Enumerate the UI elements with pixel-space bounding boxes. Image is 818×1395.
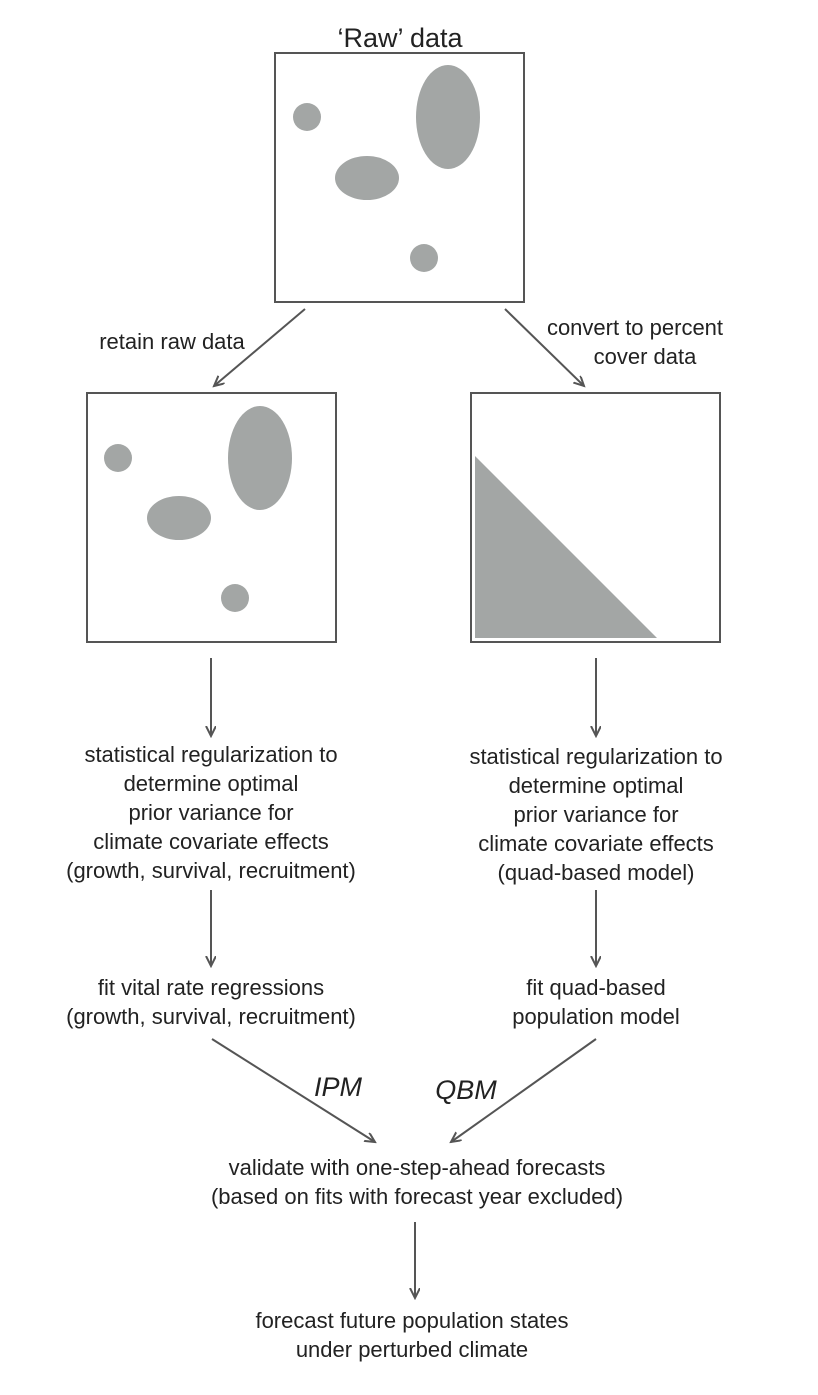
ipm-label: IPM [313, 1072, 362, 1102]
percent-cover-panel [470, 392, 721, 643]
arrow-ipm [211, 1038, 375, 1142]
raw-data-panel [274, 52, 525, 303]
convert-percent-cover-label: convert to percent cover data [520, 313, 750, 371]
raw-plant-small-2 [410, 244, 438, 272]
right-reg-line-2: determine optimal [508, 773, 684, 798]
right-fit-text: fit quad-based population model [421, 973, 771, 1031]
left-fit-line-1: fit vital rate regressions [97, 975, 325, 1000]
convert-label-line-2: cover data [593, 344, 697, 369]
right-regularization-text: statistical regularization to determine … [421, 742, 771, 887]
raw-plant-medium [335, 156, 399, 200]
left-reg-line-3: prior variance for [128, 800, 294, 825]
forecast-text: forecast future population states under … [187, 1306, 637, 1364]
forecast-line-1: forecast future population states [255, 1308, 569, 1333]
right-fit-line-2: population model [512, 1004, 680, 1029]
right-reg-line-5: (quad-based model) [497, 860, 695, 885]
retained-raw-panel [86, 392, 337, 643]
retained-plant-small-2 [221, 584, 249, 612]
validate-line-2: (based on fits with forecast year exclud… [210, 1184, 624, 1209]
arrow-raw-to-right [504, 308, 584, 386]
right-reg-line-3: prior variance for [513, 802, 679, 827]
retained-plant-small-1 [104, 444, 132, 472]
validate-line-1: validate with one-step-ahead forecasts [228, 1155, 606, 1180]
retained-plant-medium [147, 496, 211, 540]
arrow-qbm [451, 1038, 597, 1142]
left-reg-line-5: (growth, survival, recruitment) [66, 858, 356, 883]
validate-text: validate with one-step-ahead forecasts (… [152, 1153, 682, 1211]
right-fit-line-1: fit quad-based [526, 975, 666, 1000]
left-fit-line-2: (growth, survival, recruitment) [66, 1004, 356, 1029]
left-reg-line-4: climate covariate effects [93, 829, 329, 854]
raw-data-title: ‘Raw’ data [337, 23, 463, 53]
qbm-label: QBM [435, 1075, 497, 1105]
left-reg-line-2: determine optimal [123, 771, 299, 796]
arrow-raw-to-left [214, 308, 306, 386]
retained-plant-large [228, 406, 292, 510]
right-reg-line-4: climate covariate effects [478, 831, 714, 856]
raw-plant-small-1 [293, 103, 321, 131]
convert-label-line-1: convert to percent [546, 315, 724, 340]
right-reg-line-1: statistical regularization to [469, 744, 723, 769]
retain-raw-data-label: retain raw data [99, 329, 245, 354]
left-regularization-text: statistical regularization to determine … [36, 740, 386, 885]
percent-cover-triangle [475, 456, 657, 638]
forecast-line-2: under perturbed climate [295, 1337, 529, 1362]
raw-plant-large [416, 65, 480, 169]
left-fit-text: fit vital rate regressions (growth, surv… [36, 973, 386, 1031]
left-reg-line-1: statistical regularization to [84, 742, 338, 767]
